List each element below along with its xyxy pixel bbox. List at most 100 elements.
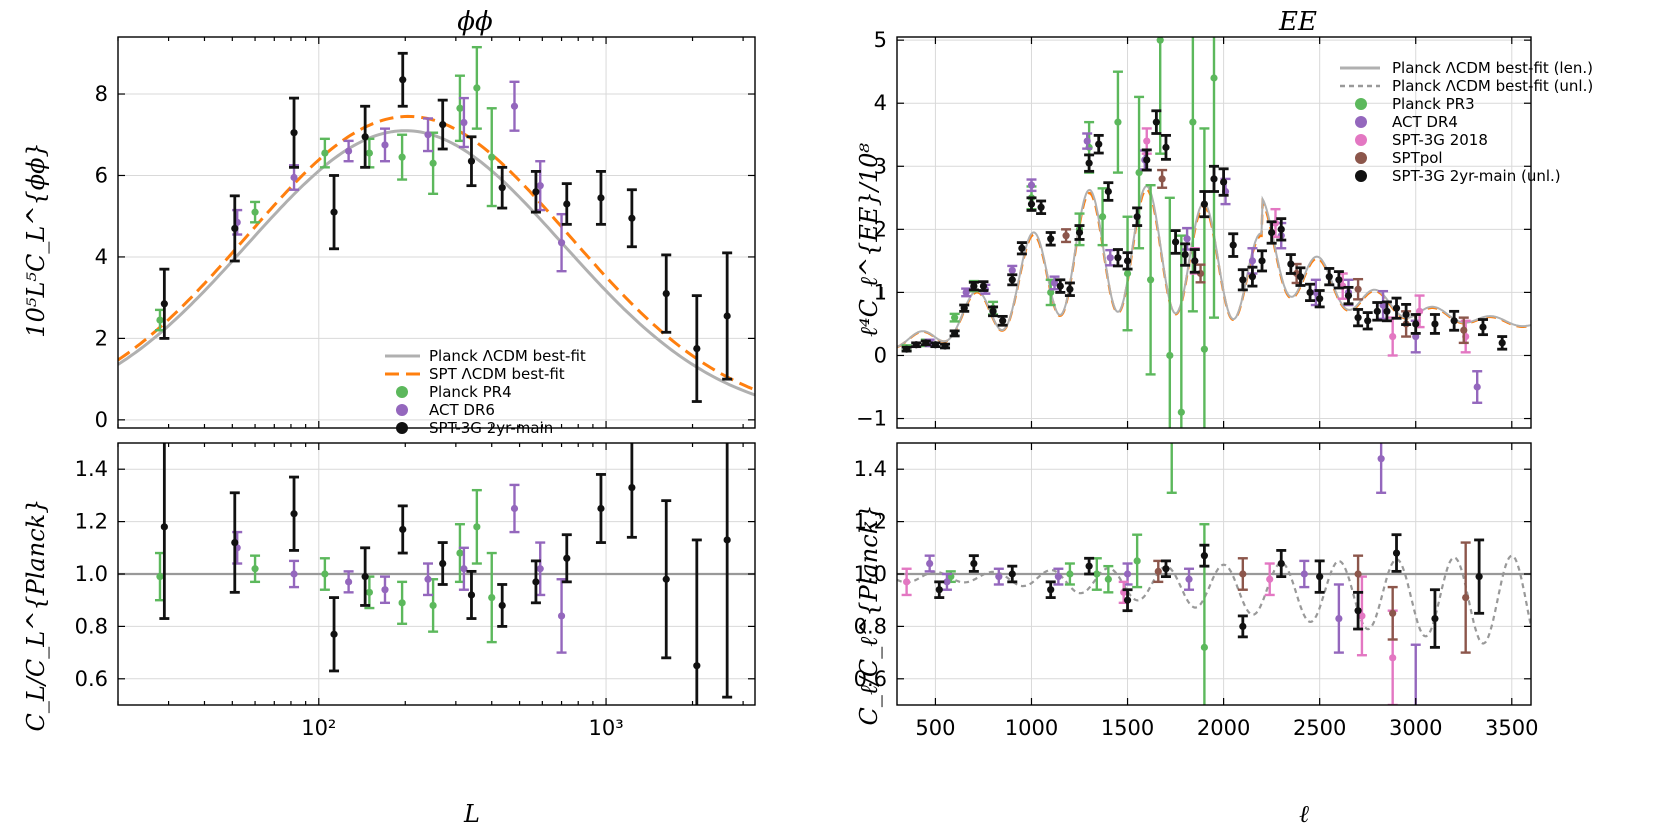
data-point — [943, 578, 951, 586]
data-point — [1412, 320, 1420, 328]
x-tick-label: 500 — [915, 716, 955, 740]
data-point — [1402, 310, 1410, 319]
y-tick-label: 1.4 — [854, 457, 887, 481]
data-point — [999, 317, 1007, 325]
ee-legend: Planck ΛCDM best-fit (len.) Planck ΛCDM … — [1340, 59, 1593, 185]
legend-planck-pr4-label: Planck PR4 — [429, 383, 512, 401]
data-point — [1239, 570, 1247, 578]
data-point — [1085, 562, 1093, 570]
series-spt-3g-2yr-main-unl- — [934, 533, 1485, 649]
data-point — [231, 538, 239, 547]
data-point — [1431, 614, 1439, 623]
data-point — [290, 173, 298, 182]
data-point — [1354, 570, 1362, 578]
legend-planck-pr3-label: Planck PR3 — [1392, 95, 1475, 113]
data-point — [970, 282, 978, 290]
data-point — [429, 601, 437, 610]
data-point — [1354, 285, 1362, 293]
y-tick-label: 1.2 — [854, 510, 887, 534]
data-point — [995, 573, 1003, 581]
data-point — [290, 129, 298, 137]
data-point — [1018, 244, 1026, 252]
data-point — [1389, 654, 1397, 662]
data-point — [330, 630, 338, 638]
data-point — [1300, 570, 1308, 578]
data-point — [1047, 235, 1055, 243]
data-point — [1383, 307, 1391, 315]
data-point — [1123, 269, 1132, 278]
phiphi-main-plot-area — [118, 45, 755, 403]
y-tick-label: 6 — [95, 163, 108, 187]
data-point — [345, 147, 353, 155]
data-point — [1277, 559, 1285, 568]
data-point — [1392, 304, 1401, 312]
data-point — [290, 510, 298, 518]
ee-ratio-ylabel: C_ℓ/C_ℓ^{Planck} — [855, 504, 883, 725]
data-point — [381, 586, 389, 594]
data-point — [1066, 285, 1074, 293]
data-point — [1095, 140, 1103, 148]
data-point — [628, 214, 636, 222]
data-point — [156, 316, 164, 324]
y-tick-label: 1.0 — [854, 562, 887, 586]
data-point — [424, 575, 432, 583]
data-point — [1200, 345, 1208, 353]
data-point — [1066, 570, 1074, 578]
data-point — [1358, 612, 1366, 620]
data-point — [1354, 607, 1362, 615]
data-point — [1335, 614, 1343, 623]
data-point — [1498, 339, 1506, 347]
data-point — [290, 570, 298, 578]
y-tick-label: 4 — [95, 245, 108, 269]
data-point — [693, 344, 701, 353]
legend-spt3g-unl-label: SPT-3G 2yr-main (unl.) — [1392, 167, 1561, 185]
ee-main-panel: −1 0 1 2 3 4 5 — [856, 28, 1532, 431]
legend-act-dr6-swatch — [396, 404, 408, 416]
data-point — [1181, 250, 1189, 259]
phiphi-xlabel: L — [463, 800, 480, 828]
data-point — [1344, 291, 1353, 300]
data-point — [473, 523, 481, 531]
data-point — [1306, 288, 1314, 297]
data-point — [473, 84, 481, 92]
data-point — [1027, 181, 1036, 189]
data-point — [456, 104, 464, 112]
ee-ylabel: ℓ⁴C_ℓ^{EE}/10⁸ — [855, 143, 883, 337]
series-spt-3g-2yr-main — [159, 443, 733, 705]
x-tick-label: 10³ — [588, 716, 623, 740]
data-point — [456, 549, 464, 557]
series-spt-3g-2yr-main-unl- — [901, 109, 1508, 353]
data-point — [1191, 257, 1199, 265]
data-point — [1104, 187, 1112, 196]
data-point — [1008, 570, 1016, 578]
x-tick-label: 2000 — [1197, 716, 1250, 740]
data-point — [1185, 575, 1193, 583]
data-point — [935, 586, 943, 594]
y-tick-label: −1 — [856, 407, 887, 431]
y-tick-label: 3 — [874, 154, 887, 178]
data-point — [1062, 232, 1070, 240]
data-point — [1373, 307, 1381, 315]
data-point — [1364, 317, 1372, 325]
data-point — [597, 194, 605, 202]
data-point — [1239, 622, 1247, 631]
legend-spt3g-unl-swatch — [1355, 170, 1367, 182]
data-point — [467, 591, 476, 599]
data-point — [498, 601, 506, 610]
y-tick-label: 1 — [874, 280, 887, 304]
data-point — [1183, 235, 1191, 243]
data-point — [398, 599, 406, 607]
y-tick-label: 0 — [874, 343, 887, 367]
phiphi-main-grid — [118, 37, 755, 428]
legend-len-fit-label: Planck ΛCDM best-fit (len.) — [1392, 59, 1593, 77]
phiphi-ratio-panel: 0.6 0.8 1.0 1.2 1.4 10² 10³ — [75, 442, 756, 740]
data-point — [1431, 320, 1439, 328]
ee-title: EE — [1278, 7, 1317, 37]
data-point — [536, 565, 544, 573]
data-point — [251, 565, 259, 573]
data-point — [399, 525, 407, 534]
data-point — [510, 504, 519, 513]
data-point — [1106, 254, 1114, 262]
data-point — [1085, 159, 1093, 167]
